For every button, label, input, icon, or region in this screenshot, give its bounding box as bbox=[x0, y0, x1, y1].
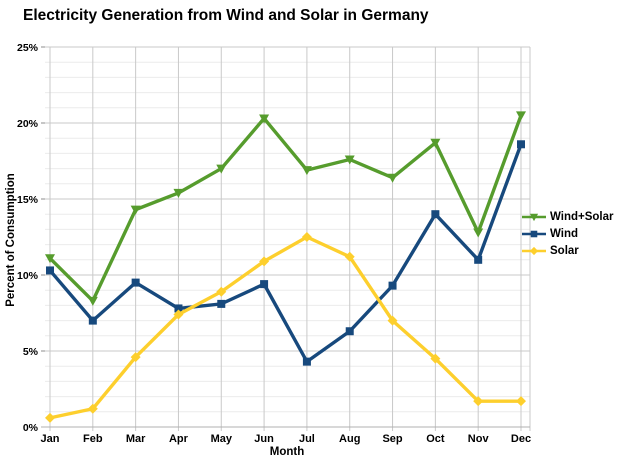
y-axis-title: Percent of Consumption bbox=[5, 173, 17, 307]
diamond-marker bbox=[45, 412, 55, 423]
x-tick-label: Jun bbox=[254, 433, 274, 445]
square-marker bbox=[217, 299, 226, 308]
square-marker bbox=[474, 255, 483, 264]
x-tick-label: May bbox=[211, 433, 233, 445]
diamond-marker bbox=[430, 353, 441, 364]
x-tick-label: Jan bbox=[41, 433, 60, 445]
triangle-marker bbox=[87, 296, 98, 306]
square-marker bbox=[88, 316, 97, 325]
legend-label: Wind+Solar bbox=[550, 210, 614, 223]
diamond-marker bbox=[130, 352, 141, 363]
x-tick-label: Dec bbox=[511, 433, 531, 445]
legend-swatch bbox=[522, 230, 546, 237]
triangle-marker bbox=[301, 166, 312, 176]
square-marker bbox=[46, 266, 54, 275]
square-marker bbox=[517, 140, 525, 149]
y-tick-label: 25% bbox=[17, 42, 39, 54]
diamond-marker bbox=[529, 246, 539, 255]
diamond-marker bbox=[387, 315, 398, 326]
series-wind bbox=[46, 140, 525, 366]
y-tick-label: 5% bbox=[23, 346, 39, 358]
x-tick-label: Sep bbox=[382, 433, 402, 445]
square-marker bbox=[431, 210, 440, 219]
legend-label: Wind bbox=[550, 227, 578, 240]
triangle-marker bbox=[529, 213, 539, 221]
square-marker bbox=[260, 280, 269, 289]
diamond-marker bbox=[259, 256, 270, 267]
diamond-marker bbox=[87, 403, 98, 414]
legend-item-solar: Solar bbox=[522, 242, 613, 259]
x-tick-label: Nov bbox=[468, 433, 490, 445]
square-marker bbox=[131, 278, 140, 287]
square-marker bbox=[174, 304, 183, 313]
square-marker bbox=[345, 327, 354, 336]
legend-label: Solar bbox=[550, 244, 579, 257]
triangle-marker bbox=[387, 173, 398, 183]
triangle-marker bbox=[259, 114, 270, 124]
legend-swatch bbox=[522, 213, 546, 221]
triangle-marker bbox=[216, 164, 227, 174]
triangle-marker bbox=[430, 138, 441, 148]
chart-title: Electricity Generation from Wind and Sol… bbox=[23, 7, 429, 24]
y-tick-label: 15% bbox=[17, 194, 39, 206]
series-line bbox=[49, 235, 521, 420]
legend: Wind+Solar Wind Solar bbox=[522, 208, 613, 259]
triangle-marker bbox=[173, 188, 184, 198]
x-tick-label: Aug bbox=[339, 433, 360, 445]
diamond-marker bbox=[216, 286, 227, 297]
square-marker bbox=[302, 357, 311, 366]
diamond-marker bbox=[301, 232, 312, 242]
triangle-marker bbox=[516, 111, 526, 121]
diamond-marker bbox=[173, 309, 184, 320]
diamond-marker bbox=[516, 396, 526, 407]
x-axis-title: Month bbox=[269, 446, 305, 458]
triangle-marker bbox=[473, 228, 484, 238]
series-line bbox=[48, 114, 523, 304]
triangle-marker bbox=[130, 205, 141, 215]
legend-item-wind-solar: Wind+Solar bbox=[522, 208, 613, 225]
x-tick-label: Oct bbox=[426, 433, 445, 445]
triangle-marker bbox=[344, 155, 355, 165]
triangle-marker bbox=[45, 254, 55, 264]
y-tick-label: 10% bbox=[17, 270, 39, 282]
legend-item-wind: Wind bbox=[522, 225, 613, 242]
diamond-marker bbox=[344, 251, 355, 262]
square-marker bbox=[530, 230, 538, 237]
x-tick-label: Feb bbox=[83, 433, 103, 445]
y-tick-label: 0% bbox=[23, 422, 39, 434]
x-tick-label: Apr bbox=[169, 433, 189, 445]
square-marker bbox=[388, 281, 397, 290]
x-tick-label: Mar bbox=[126, 433, 146, 445]
x-tick-label: Jul bbox=[299, 433, 315, 445]
series-solar bbox=[45, 232, 526, 423]
series-line bbox=[48, 143, 523, 365]
series-wind-solar bbox=[45, 111, 526, 306]
y-tick-label: 20% bbox=[17, 118, 39, 130]
diamond-marker bbox=[473, 396, 484, 407]
legend-swatch bbox=[522, 246, 546, 255]
